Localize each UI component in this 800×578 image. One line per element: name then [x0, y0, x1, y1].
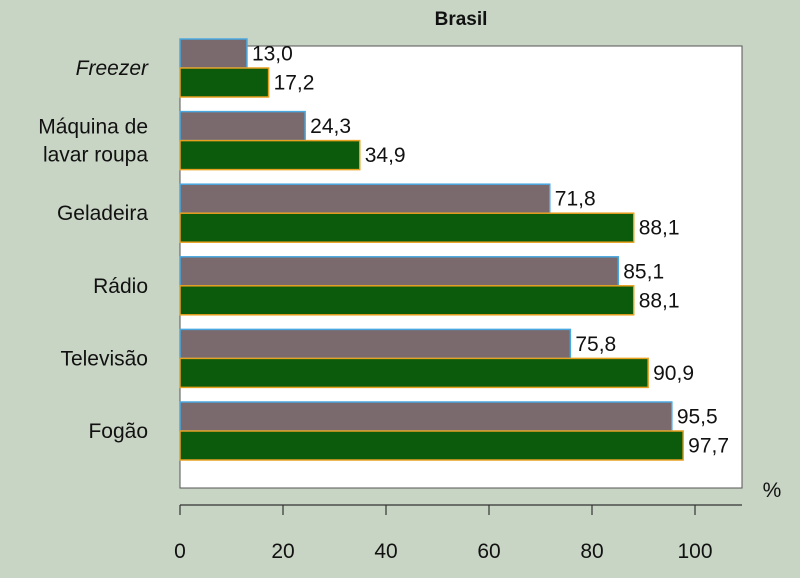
category-label-2: Geladeira	[57, 202, 148, 225]
x-axis: 0 20 40 60 80 100	[174, 504, 742, 563]
x-tick-label-3: 60	[477, 540, 500, 563]
category-label-4: Televisão	[60, 347, 148, 370]
bar-s1-1	[179, 110, 306, 142]
bars-layer: 13,0 17,2 24,3 34,9 71,8 88,1 85,1 88,1 75,8 90,9…	[179, 38, 729, 461]
x-tick-label-0: 0	[174, 540, 186, 563]
unit-label: %	[763, 479, 782, 502]
bar-s2-0	[179, 67, 270, 98]
value-label-s2-0: 17,2	[274, 72, 315, 95]
x-tick-label-2: 40	[374, 540, 397, 563]
bar-s2-3	[179, 285, 635, 316]
value-label-s2-3: 88,1	[639, 289, 680, 312]
bar-s2-2	[179, 212, 635, 243]
category-label-1-line0: Máquina de	[38, 116, 148, 139]
bar-s1-2	[179, 183, 551, 214]
value-label-s1-4: 75,8	[575, 333, 616, 356]
value-label-s2-4: 90,9	[653, 362, 694, 385]
value-label-s1-5: 95,5	[677, 406, 718, 429]
bar-s1-0	[179, 38, 248, 69]
bar-s1-5	[179, 401, 673, 432]
x-tick-label-4: 80	[580, 540, 603, 563]
bar-s1-3	[179, 256, 620, 287]
x-tick-label-5: 100	[677, 540, 712, 563]
value-label-s2-5: 97,7	[688, 435, 729, 458]
value-label-s1-0: 13,0	[252, 43, 293, 66]
bar-s2-4	[179, 357, 649, 389]
value-label-s1-2: 71,8	[555, 188, 596, 211]
value-label-s2-2: 88,1	[639, 217, 680, 240]
category-label-3: Rádio	[93, 275, 148, 298]
value-label-s2-1: 34,9	[365, 144, 406, 167]
bar-s2-5	[179, 430, 684, 461]
chart-title: Brasil	[435, 9, 488, 30]
x-tick-label-1: 20	[271, 540, 294, 563]
bar-s2-1	[179, 139, 361, 171]
category-label-0: Freezer	[76, 57, 149, 80]
value-label-s1-1: 24,3	[310, 115, 351, 138]
value-label-s1-3: 85,1	[623, 260, 664, 283]
category-label-5: Fogão	[88, 420, 148, 443]
bar-s1-4	[179, 328, 572, 360]
category-label-1-line1: lavar roupa	[43, 144, 148, 167]
category-labels: Freezer Máquina de lavar roupa Geladeira Rád…	[38, 57, 149, 443]
